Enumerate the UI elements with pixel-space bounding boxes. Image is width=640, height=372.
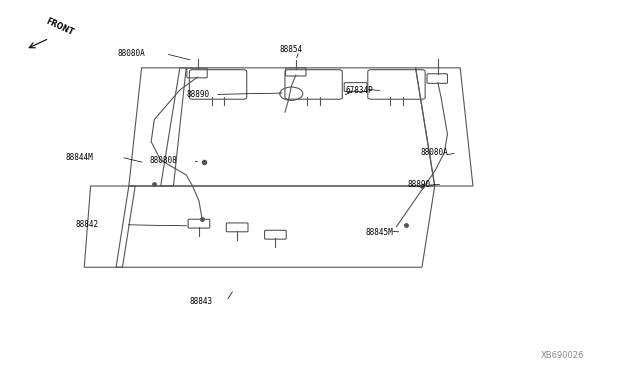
Text: FRONT: FRONT [45,17,76,37]
Text: 88890: 88890 [408,180,431,189]
Text: 88854: 88854 [280,45,303,54]
Text: 88890: 88890 [186,90,209,99]
Text: 88080A: 88080A [420,148,449,157]
Text: 88844M: 88844M [65,153,93,162]
Text: 88842: 88842 [76,220,99,229]
Text: 88080A: 88080A [117,49,145,58]
Text: XB690026: XB690026 [540,351,584,360]
Text: 88845M: 88845M [366,228,394,237]
Text: 88843: 88843 [189,297,212,306]
Text: 67834P: 67834P [346,86,373,94]
Text: 880808: 880808 [149,156,177,166]
